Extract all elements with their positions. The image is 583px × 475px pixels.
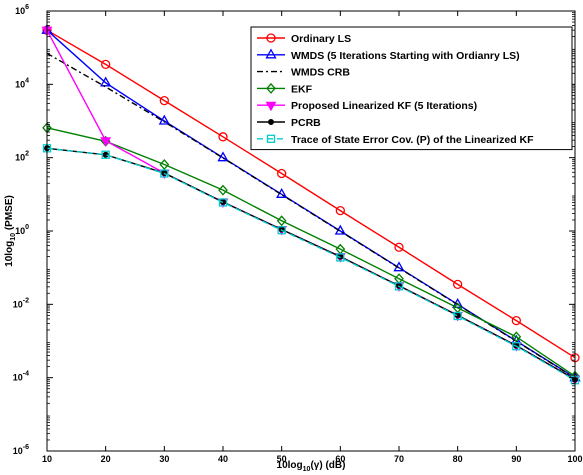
legend-label: Proposed Linearized KF (5 Iterations) [291,100,477,112]
data-point [158,114,170,125]
y-tick-label-exp: 6 [25,4,29,11]
data-point [453,279,463,290]
x-axis-label-sub: 10 [303,466,311,473]
legend-entry: WMDS (5 Iterations Starting with Ordianr… [257,48,520,62]
data-point [218,184,228,196]
data-point [266,134,276,143]
y-tick-label-exp: -6 [23,444,29,451]
y-tick-label-exp: 2 [25,151,29,158]
axis-ticks: 10 20 30 40 50 60 70 80 90 10010610410210010-210-… [13,4,583,464]
x-axis-label: 10log10(γ) (dB) [277,460,346,473]
x-tick-label: 70 [394,454,404,464]
y-axis-label-sub: 10 [10,233,17,241]
legend-entry: Ordinary LS [257,33,351,45]
y-tick-label: 10-2 [13,297,29,309]
series-line [46,147,576,380]
y-tick-label-base: 10 [13,446,23,456]
data-point [265,48,277,59]
x-tick-label: 10 [42,454,52,464]
data-point [101,150,110,159]
y-tick-label-exp: -4 [23,371,29,378]
legend-label: WMDS CRB [291,67,350,79]
x-tick-label: 100 [567,454,582,464]
data-point [268,119,274,125]
y-tick-label: 104 [15,77,29,89]
data-point [102,151,109,158]
legend-label: WMDS (5 Iterations Starting with Ordianr… [291,50,520,62]
data-point [218,198,228,207]
legend: Ordinary LS WMDS (5 Iterations Starting w… [250,26,573,151]
data-point [512,342,521,351]
x-axis-label-base: 10log [277,460,303,471]
legend-box [250,26,573,151]
y-tick-label-exp: -2 [23,297,29,304]
data-point [218,132,228,142]
y-tick-label: 100 [15,224,29,236]
y-tick-label-exp: 4 [25,77,29,84]
data-point [266,33,276,43]
plot-marks [41,23,581,386]
series-line [46,147,576,381]
y-tick-label-exp: 0 [25,224,29,231]
legend-entry: WMDS CRB [257,67,350,79]
legend-label: Ordinary LS [291,33,351,45]
x-tick-label: 20 [101,454,111,464]
y-tick-label-base: 10 [13,299,23,309]
y-tick-label-base: 10 [15,79,25,89]
x-axis-label-rest: (γ) (dB) [310,460,345,471]
data-point [335,205,345,216]
data-point [453,311,462,321]
legend-entry: Proposed Linearized KF (5 Iterations) [257,100,477,112]
data-point [265,101,277,112]
x-tick-label: 40 [218,454,228,464]
y-tick-label-base: 10 [13,373,23,383]
y-tick-label: 102 [15,151,29,163]
y-tick-label-base: 10 [15,6,25,16]
data-point [511,315,521,326]
y-axis-label: 10log10 (PMSE) [4,195,17,267]
x-tick-label: 90 [511,454,521,464]
series-2 [46,52,576,379]
data-point [101,59,111,70]
data-point [159,95,169,106]
y-axis-label-base: 10log [4,241,15,267]
data-point [336,253,345,262]
data-point [276,215,287,227]
data-point [100,76,112,87]
data-point [394,282,404,291]
legend-entry: Trace of State Error Cov. (P) of the Lin… [257,134,534,146]
data-point [394,242,404,252]
data-point [266,82,276,94]
y-tick-label-base: 10 [15,226,25,236]
x-tick-label: 80 [453,454,463,464]
y-tick-label: 106 [15,4,29,16]
legend-label: Trace of State Error Cov. (P) of the Lin… [291,134,534,146]
y-axis-label-rest: (PMSE) [4,195,15,233]
legend-entry: EKF [257,82,313,95]
data-point [100,137,112,147]
x-tick-label: 30 [159,454,169,464]
data-point [159,159,170,171]
data-point [217,151,229,162]
series-line [46,29,576,359]
data-point [160,169,169,178]
legend-label: PCRB [291,117,321,129]
data-point [511,331,522,343]
legend-label: EKF [291,83,313,95]
y-tick-label: 10-4 [13,371,29,383]
y-tick-label-base: 10 [15,153,25,163]
series-line [46,127,576,377]
y-tick-label: 10-6 [13,444,29,456]
data-point [277,226,286,235]
legend-entry: PCRB [257,117,321,129]
x-tick-label: 60 [335,454,345,464]
series-line [46,52,576,379]
data-point [277,168,287,179]
x-tick-label: 50 [277,454,287,464]
